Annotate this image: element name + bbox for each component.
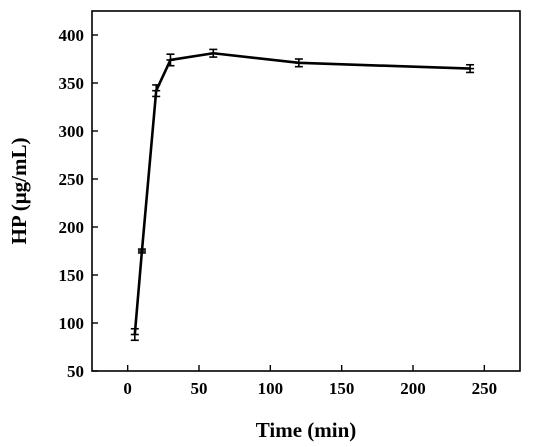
x-tick-label: 50 [191,379,208,398]
x-tick-label: 250 [472,379,498,398]
x-tick-label: 100 [258,379,284,398]
y-tick-label: 350 [59,74,85,93]
y-tick-label: 300 [59,122,85,141]
plot-frame [91,10,521,372]
y-axis: 50 100 150 200 250 300 350 400 [59,26,98,381]
series-layer [130,48,475,342]
x-tick-label: 0 [123,379,132,398]
y-tick-label: 250 [59,170,85,189]
x-tick-label: 200 [400,379,426,398]
y-tick-label: 400 [59,26,85,45]
x-tick-label: 150 [329,379,355,398]
y-tick-label: 150 [59,266,85,285]
x-axis-title: Time (min) [256,418,357,442]
x-axis: 0 50 100 150 200 250 [123,365,497,398]
y-tick-label: 200 [59,218,85,237]
y-axis-title: HP (μg/mL) [7,138,31,245]
series-line [133,51,471,335]
y-tick-label: 100 [59,314,85,333]
y-tick-label: 50 [67,362,84,381]
